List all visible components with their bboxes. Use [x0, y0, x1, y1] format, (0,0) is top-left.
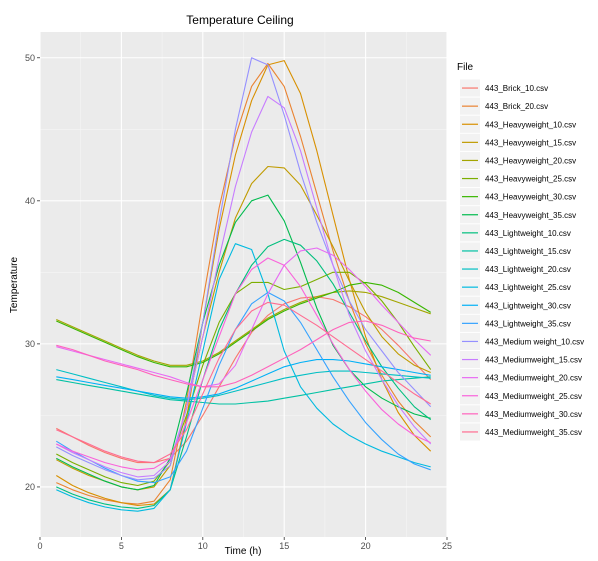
legend-label-17: 443_Mediumweight_20.csv	[485, 374, 582, 383]
y-tick-label: 40	[25, 196, 35, 206]
series-line-7	[56, 281, 431, 368]
legend-label-1: 443_Brick_10.csv	[485, 84, 548, 93]
series-line-6	[56, 271, 432, 487]
x-tick-label: 0	[37, 541, 42, 551]
series-line-16	[56, 95, 432, 478]
legend-label-12: 443_Lightweight_25.csv	[485, 283, 571, 292]
series-line-11	[56, 369, 431, 401]
legend: 443_Brick_10.csv 443_Brick_20.csv 443_Heav…	[460, 79, 584, 441]
legend-label-3: 443_Heavyweight_10.csv	[485, 120, 576, 129]
legend-label-4: 443_Heavyweight_15.csv	[485, 138, 576, 147]
series-layer	[56, 57, 432, 512]
series-line-3	[56, 60, 432, 507]
legend-label-7: 443_Heavyweight_30.csv	[485, 193, 576, 202]
x-tick-label: 25	[442, 541, 452, 551]
legend-label-8: 443_Heavyweight_35.csv	[485, 211, 576, 220]
legend-label-19: 443_Mediumweight_30.csv	[485, 410, 582, 419]
legend-label-20: 443_Mediumweight_35.csv	[485, 428, 582, 437]
series-line-20	[56, 301, 431, 464]
series-line-12	[56, 243, 431, 512]
series-line-18	[56, 257, 431, 471]
legend-label-5: 443_Heavyweight_20.csv	[485, 156, 576, 165]
series-line-10	[56, 376, 431, 405]
chart-title: Temperature Ceiling	[186, 13, 293, 27]
y-axis-title: Temperature	[9, 256, 20, 313]
series-line-19	[56, 320, 431, 388]
series-line-17	[56, 247, 432, 388]
series-line-15	[56, 57, 432, 481]
x-tick-label: 20	[361, 541, 371, 551]
x-axis-ticks: 0 5 10 15 20 25	[37, 537, 452, 551]
legend-label-6: 443_Heavyweight_25.csv	[485, 175, 576, 184]
x-axis-title: Time (h)	[225, 546, 262, 556]
series-line-13	[56, 359, 431, 399]
series-line-9	[56, 238, 432, 509]
x-tick-label: 15	[279, 541, 289, 551]
grid-minor	[40, 32, 447, 537]
series-line-1	[56, 296, 432, 464]
y-tick-label: 30	[25, 339, 35, 349]
legend-label-13: 443_Lightweight_30.csv	[485, 301, 571, 310]
legend-title: File	[457, 62, 474, 73]
x-tick-label: 10	[198, 541, 208, 551]
legend-label-11: 443_Lightweight_20.csv	[485, 265, 571, 274]
legend-label-9: 443_Lightweight_10.csv	[485, 229, 571, 238]
legend-label-18: 443_Mediumweight_25.csv	[485, 392, 582, 401]
y-tick-label: 50	[25, 53, 35, 63]
x-tick-label: 5	[119, 541, 124, 551]
y-tick-label: 20	[25, 482, 35, 492]
legend-label-10: 443_Lightweight_15.csv	[485, 247, 571, 256]
series-line-8	[56, 194, 431, 491]
series-line-5	[56, 290, 431, 366]
legend-label-2: 443_Brick_20.csv	[485, 102, 548, 111]
legend-label-15: 443_Medium weight_10.csv	[485, 337, 584, 346]
legend-label-16: 443_Mediumweight_15.csv	[485, 356, 582, 365]
y-axis-ticks: 20 30 40 50	[25, 53, 40, 492]
legend-label-14: 443_Lightweight_35.csv	[485, 319, 571, 328]
